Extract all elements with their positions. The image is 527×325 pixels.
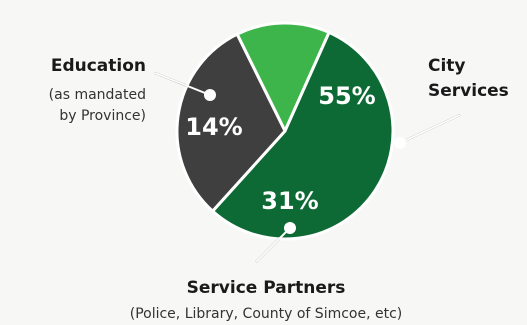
leader-dot-service-partners bbox=[284, 222, 296, 234]
category-label-education-title: Education bbox=[51, 56, 146, 76]
leader-dot-education bbox=[204, 89, 216, 101]
leader-lines bbox=[154, 72, 461, 263]
leader-line-service-partners bbox=[255, 227, 291, 263]
value-label-city-services: 55% bbox=[318, 82, 375, 110]
category-label-education-note-line-1: (as mandated bbox=[49, 87, 146, 103]
category-label-city-services-line-1: City bbox=[428, 56, 466, 76]
value-label-service-partners: 31% bbox=[261, 187, 318, 215]
pie-slice-education bbox=[235, 21, 331, 133]
category-label-service-partners-title: Service Partners bbox=[187, 278, 346, 298]
leader-line-city-services bbox=[399, 114, 461, 144]
category-label-service-partners: Service Partners (Police, Library, Count… bbox=[130, 278, 403, 322]
pie-slice-city bbox=[211, 30, 395, 241]
leader-dot-city-services bbox=[394, 137, 406, 149]
category-label-education: Education (as mandated by Province) bbox=[49, 56, 146, 124]
pie-slices bbox=[175, 21, 395, 241]
category-label-city-services-line-2: Services bbox=[428, 81, 509, 101]
category-label-service-partners-note: (Police, Library, County of Simcoe, etc) bbox=[130, 306, 403, 322]
category-label-city-services: City Services bbox=[428, 56, 509, 101]
value-label-education: 14% bbox=[185, 113, 242, 141]
leader-line-education bbox=[154, 72, 211, 96]
category-label-education-note-line-2: by Province) bbox=[59, 108, 146, 124]
pie-slice-partners bbox=[175, 32, 287, 213]
